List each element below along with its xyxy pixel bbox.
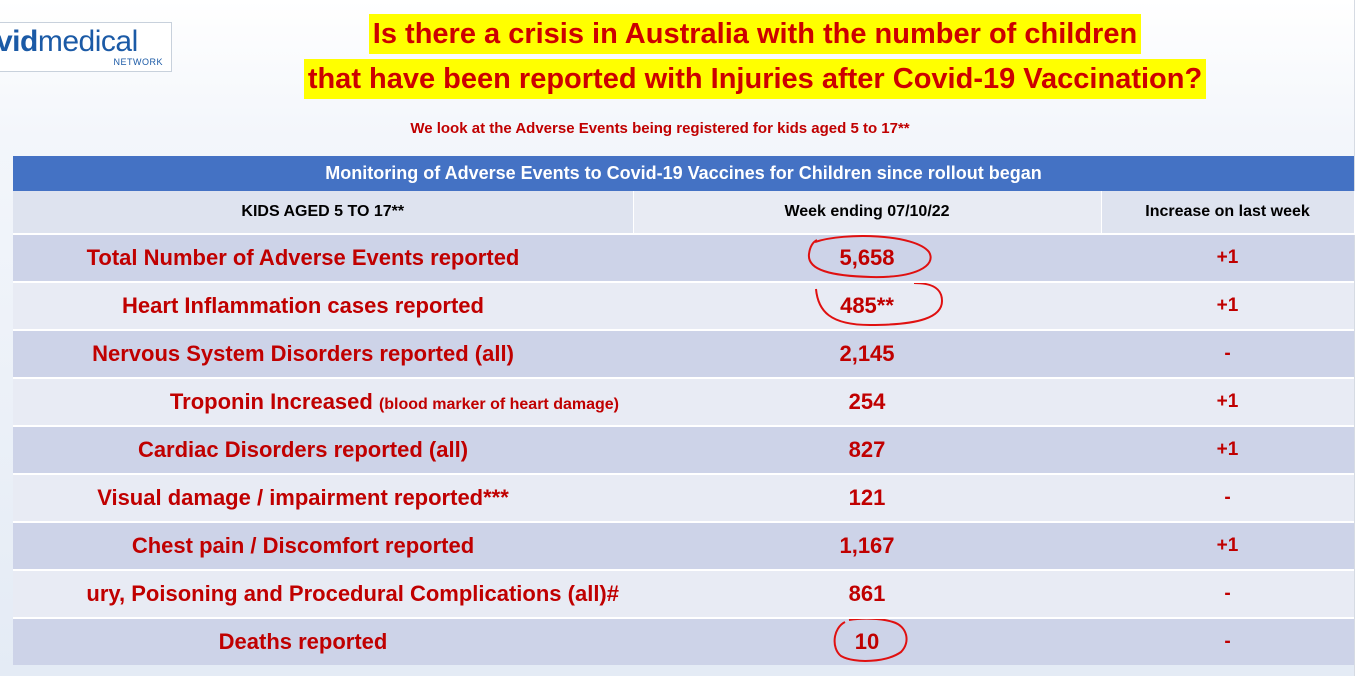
row-label: Nervous System Disorders reported (all) xyxy=(13,329,633,378)
row-label: ury, Poisoning and Procedural Complicati… xyxy=(13,569,633,618)
logo-subtext: NETWORK xyxy=(113,57,163,67)
adverse-events-table: Monitoring of Adverse Events to Covid-19… xyxy=(13,156,1355,665)
row-value: 827 xyxy=(633,425,1101,474)
row-value: 861 xyxy=(633,569,1101,618)
row-label: Chest pain / Discomfort reported xyxy=(13,521,633,570)
row-increase: +1 xyxy=(1101,377,1355,426)
circled-value: 5,658 xyxy=(808,236,932,279)
table-row: Heart Inflammation cases reported 485** … xyxy=(13,281,1355,330)
row-value: 254 xyxy=(633,377,1101,426)
row-increase: - xyxy=(1101,329,1355,378)
table-banner: Monitoring of Adverse Events to Covid-19… xyxy=(13,156,1355,191)
row-value: 5,658 xyxy=(633,233,1101,282)
row-increase: - xyxy=(1101,473,1355,522)
row-label-note: (blood marker of heart damage) xyxy=(378,396,619,413)
table-row: Visual damage / impairment reported*** 1… xyxy=(13,473,1355,522)
row-value: 10 xyxy=(633,617,1101,665)
row-increase: +1 xyxy=(1101,281,1355,330)
row-label: Troponin Increased (blood marker of hear… xyxy=(13,377,633,426)
title-line-2: that have been reported with Injuries af… xyxy=(303,59,1207,99)
row-increase: - xyxy=(1101,569,1355,618)
window-edge xyxy=(1354,0,1363,676)
row-label: Heart Inflammation cases reported xyxy=(13,281,633,330)
row-value: 485** xyxy=(633,281,1101,330)
column-header-week: Week ending 07/10/22 xyxy=(633,191,1102,234)
row-value: 121 xyxy=(633,473,1101,522)
row-increase: +1 xyxy=(1101,425,1355,474)
circled-value: 485** xyxy=(815,284,944,327)
row-value: 2,145 xyxy=(633,329,1101,378)
logo: vidmedical NETWORK xyxy=(0,22,172,72)
row-label: Visual damage / impairment reported*** xyxy=(13,473,633,522)
row-label: Cardiac Disorders reported (all) xyxy=(13,425,633,474)
row-increase: - xyxy=(1101,617,1355,665)
title-line-1: Is there a crisis in Australia with the … xyxy=(368,14,1142,54)
logo-wordmark: vidmedical xyxy=(0,25,138,58)
table-row: Total Number of Adverse Events reported … xyxy=(13,233,1355,282)
table-row: Nervous System Disorders reported (all) … xyxy=(13,329,1355,378)
row-label: Deaths reported xyxy=(13,617,633,665)
row-increase: +1 xyxy=(1101,233,1355,282)
table-row: Troponin Increased (blood marker of hear… xyxy=(13,377,1355,426)
row-increase: +1 xyxy=(1101,521,1355,570)
page-title: Is there a crisis in Australia with the … xyxy=(180,14,1330,104)
circled-value: 10 xyxy=(833,620,908,662)
column-header-category: KIDS AGED 5 TO 17** xyxy=(13,191,634,234)
table-row: ury, Poisoning and Procedural Complicati… xyxy=(13,569,1355,618)
table-row: Cardiac Disorders reported (all) 827 +1 xyxy=(13,425,1355,474)
page-subtitle: We look at the Adverse Events being regi… xyxy=(410,120,910,137)
row-label: Total Number of Adverse Events reported xyxy=(13,233,633,282)
column-header-increase: Increase on last week xyxy=(1101,191,1355,234)
row-value: 1,167 xyxy=(633,521,1101,570)
table-row: Deaths reported 10 - xyxy=(13,617,1355,665)
table-row: Chest pain / Discomfort reported 1,167 +… xyxy=(13,521,1355,570)
